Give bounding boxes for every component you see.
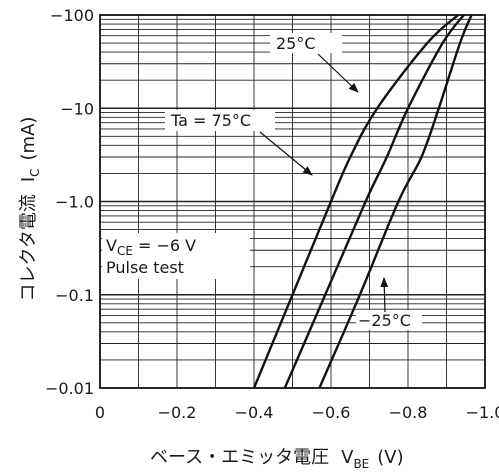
label-minus25c: −25°C [356, 310, 422, 330]
label-25c-arrow [317, 53, 359, 93]
label-minus25c-arrow [380, 277, 389, 313]
series-line [283, 14, 465, 389]
y-axis-title: コレクタ電流IC(mA) [18, 117, 42, 302]
label-pulse: Pulse test [106, 258, 184, 277]
label-25c: 25°C [270, 33, 342, 53]
label-ta: Ta = 75°C [165, 110, 275, 131]
x-tick-label: −0.8 [389, 403, 428, 422]
x-tick-label: −0.6 [312, 403, 351, 422]
label-minus25c-text: −25°C [358, 311, 411, 330]
y-tick-label: −0.01 [45, 379, 94, 398]
x-tick-label: −0.4 [235, 403, 274, 422]
y-tick-label: −0.1 [55, 286, 94, 305]
series-line [318, 14, 473, 389]
y-tick-label: −1.0 [55, 193, 94, 212]
y-tick-label: −10 [60, 99, 94, 118]
label-ta-arrow [259, 131, 313, 176]
svg-text:コレクタ電流IC(mA): コレクタ電流IC(mA) [18, 117, 42, 302]
y-tick-labels: −0.01 −0.1 −1.0 −10 −100 [45, 6, 94, 398]
label-vce: VCE = −6 V [106, 236, 196, 258]
series-line [252, 14, 459, 389]
label-ta-text: Ta = 75°C [170, 111, 251, 130]
x-axis-title: ベース・エミッタ電圧 VBE (V) [150, 447, 404, 471]
x-tick-label: 0 [95, 403, 105, 422]
y-tick-label: −100 [50, 6, 94, 25]
x-tick-label: −0.2 [158, 403, 197, 422]
x-tick-labels: 0 −0.2 −0.4 −0.6 −0.8 −1.0 [95, 403, 499, 422]
label-conditions: VCE = −6 V Pulse test [102, 233, 250, 279]
plot-frame [99, 14, 486, 389]
x-tick-label: −1.0 [466, 403, 499, 422]
label-25c-text: 25°C [276, 34, 316, 53]
series-lines [252, 14, 473, 389]
